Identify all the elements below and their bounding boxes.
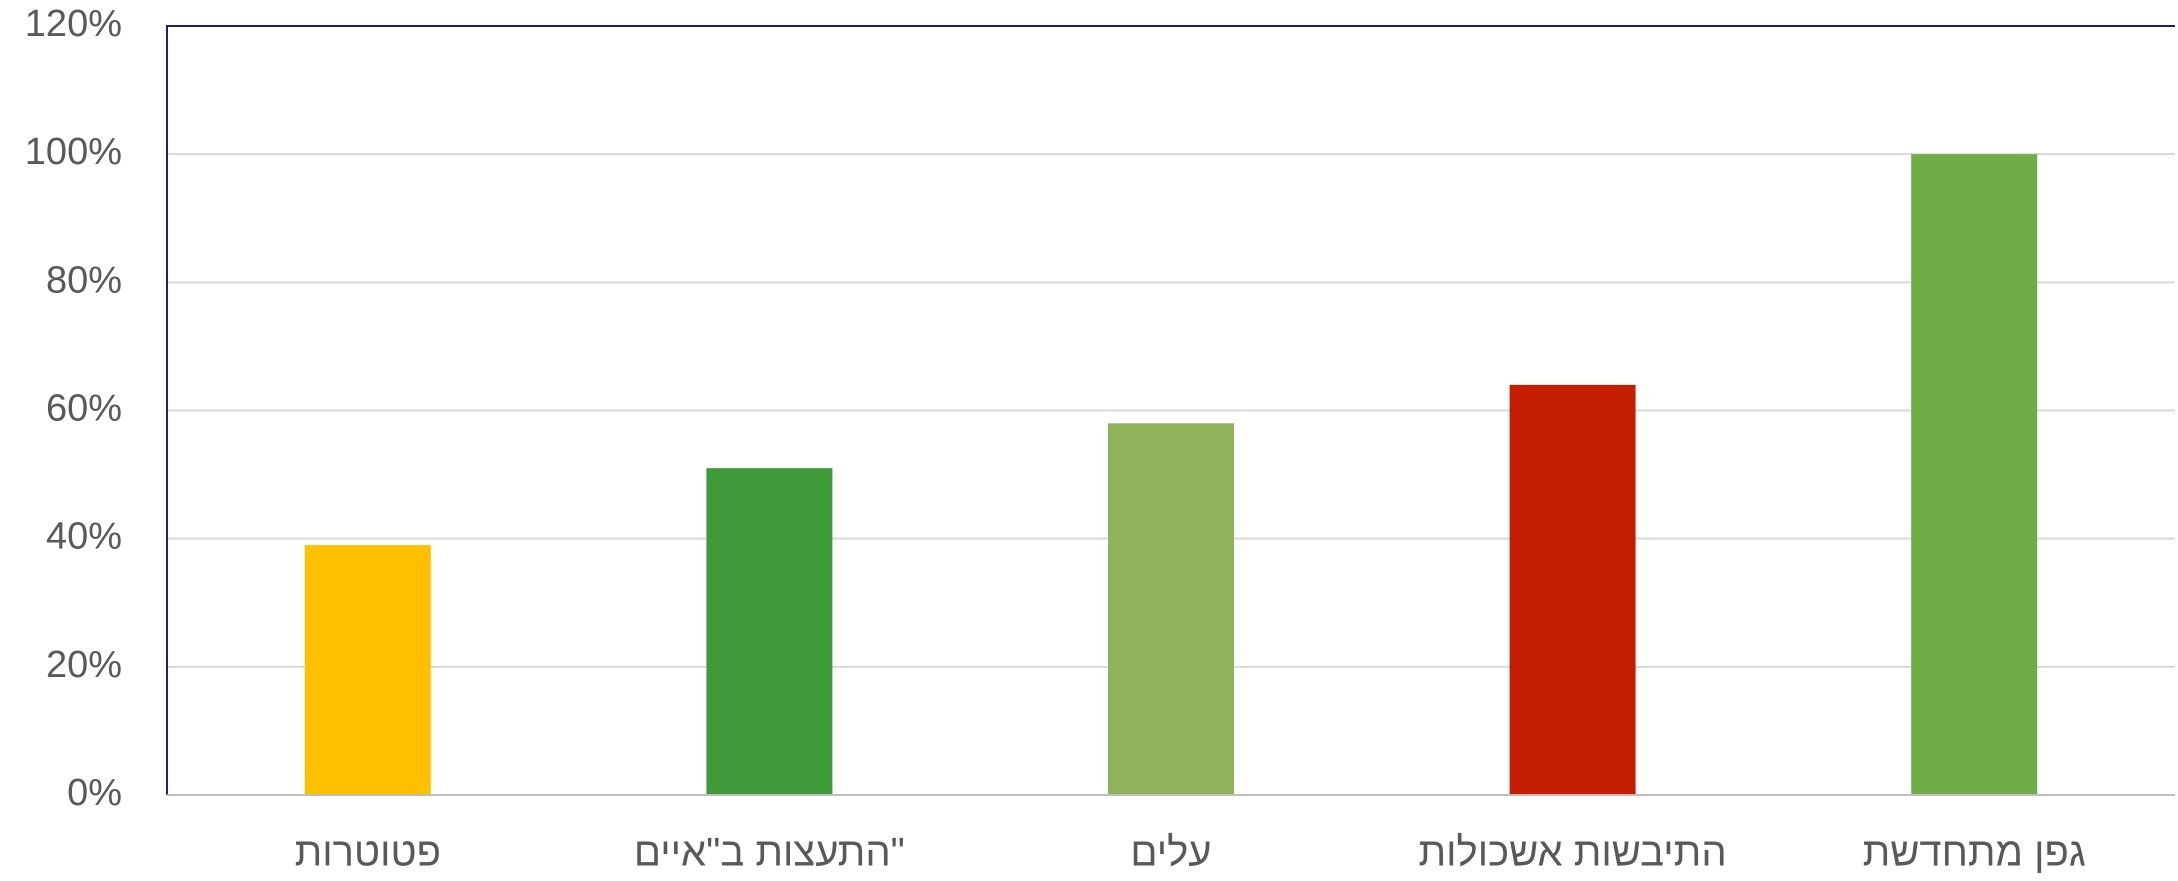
y-tick-label: 60% (46, 388, 122, 430)
x-tick-label: פטוטרות (295, 831, 441, 875)
bar (1509, 384, 1636, 795)
bar (706, 468, 833, 795)
y-tick-label: 100% (25, 131, 122, 173)
x-tick-label: עלים (1130, 831, 1211, 875)
y-tick-label: 20% (46, 644, 122, 686)
x-tick-label: התעצות ב"איים" (634, 831, 905, 875)
bar (1911, 154, 2038, 795)
plot-frame (166, 25, 2175, 795)
y-tick-label: 80% (46, 259, 122, 301)
y-tick-label: 40% (46, 516, 122, 558)
bar (1108, 423, 1234, 795)
x-tick-label: התיבשות אשכולות (1419, 831, 1727, 875)
y-tick-label: 120% (25, 3, 122, 45)
y-tick-label: 0% (67, 772, 122, 814)
x-tick-label: גפן מתחדשת (1863, 831, 2086, 875)
bar (304, 545, 431, 795)
